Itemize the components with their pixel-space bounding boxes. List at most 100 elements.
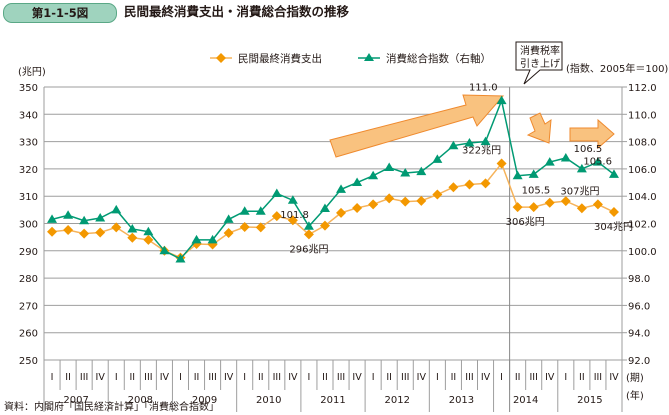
data-label: 307兆円 (560, 185, 599, 197)
year-label: 2014 (513, 395, 538, 406)
index-point (496, 95, 507, 105)
axes: 250 260 270 280 290 300 310 320 330 340 350 92.0 94.… (19, 83, 657, 412)
consumption-point (576, 203, 587, 214)
right-tick-label: 110.0 (628, 110, 657, 121)
left-tick-label: 330 (19, 138, 38, 149)
index-point (528, 169, 539, 178)
consumption-point (63, 225, 74, 236)
year-label: 2009 (192, 395, 217, 406)
consumption-point (239, 222, 250, 233)
index-point (47, 214, 58, 223)
x-year-unit: (年) (626, 389, 644, 402)
left-tick-label: 300 (19, 220, 38, 231)
consumption-point (432, 189, 443, 200)
quarter-label: IV (545, 372, 555, 383)
consumption-point (127, 232, 138, 243)
consumption-point (400, 196, 411, 207)
quarter-label: III (80, 372, 88, 383)
data-label: 306兆円 (506, 216, 545, 228)
legend-item-index: 消費総合指数（右軸） (358, 52, 491, 65)
index-point (464, 137, 475, 147)
quarter-label: III (401, 372, 409, 383)
index-line (51, 98, 615, 260)
quarter-label: III (594, 372, 602, 383)
quarter-label: I (436, 372, 439, 383)
quarter-label: I (243, 372, 246, 383)
consumption-point (608, 207, 619, 218)
index-point (480, 136, 491, 146)
consumption-point (384, 193, 395, 204)
consumption-point (271, 211, 282, 222)
index-point (592, 157, 603, 166)
quarter-label: II (386, 372, 392, 383)
consumption-point (336, 207, 347, 218)
quarter-label: I (372, 372, 375, 383)
right-tick-label: 100.0 (628, 247, 657, 258)
index-point (159, 245, 170, 255)
left-tick-label: 280 (19, 274, 38, 285)
left-tick-label: 320 (19, 165, 38, 176)
left-tick-label: 250 (19, 356, 38, 367)
year-label: 2011 (320, 395, 345, 406)
quarter-label: I (564, 372, 567, 383)
quarter-label: III (465, 372, 473, 383)
quarter-label: II (515, 372, 521, 383)
left-tick-label: 260 (19, 329, 38, 340)
right-tick-label: 104.0 (628, 192, 657, 203)
index-point (63, 210, 74, 219)
consumption-point (143, 234, 154, 245)
index-point (544, 157, 555, 166)
legend-item-consumption: 民間最終消費支出 (210, 52, 322, 65)
data-labels: 296兆円 101.8 322兆円 111.0 105.5 306兆円 106.5105.6… (280, 83, 633, 256)
left-axis-unit: (兆円) (18, 66, 46, 78)
right-tick-label: 102.0 (628, 220, 657, 231)
index-point (207, 234, 218, 244)
consumption-point (416, 195, 427, 206)
index-point (79, 215, 90, 225)
left-tick-label: 340 (19, 110, 38, 121)
quarter-label: IV (609, 372, 619, 383)
index-point (400, 167, 411, 177)
data-label: 105.6 (583, 156, 612, 167)
index-point (271, 188, 282, 197)
right-tick-label: 94.0 (628, 329, 650, 340)
left-tick-label: 350 (19, 83, 38, 94)
index-point (223, 214, 234, 223)
index-point (512, 170, 523, 180)
quarter-label: IV (481, 372, 491, 383)
callout-line1: 消費税率 (520, 44, 560, 57)
quarter-label: II (130, 372, 136, 383)
index-point (384, 162, 395, 172)
right-axis-unit: (指数、2005年＝100) (566, 62, 668, 75)
quarter-label: II (65, 372, 71, 383)
quarter-label: I (308, 372, 311, 383)
consumption-point (79, 228, 90, 239)
quarter-label: I (500, 372, 503, 383)
year-label: 2012 (384, 395, 409, 406)
quarter-label: II (579, 372, 585, 383)
legend-triangle-icon (364, 53, 374, 61)
index-point (319, 203, 330, 212)
index-point (191, 234, 202, 244)
consumption-point (47, 226, 58, 237)
data-label: 296兆円 (289, 243, 328, 255)
index-point (175, 253, 186, 263)
legend-label-consumption: 民間最終消費支出 (238, 52, 322, 65)
consumption-point (512, 202, 523, 213)
right-tick-label: 112.0 (628, 83, 657, 94)
index-point (143, 226, 154, 236)
consumption-point (544, 197, 555, 208)
right-tick-label: 106.0 (628, 165, 657, 176)
data-label: 304兆円 (594, 221, 633, 233)
consumption-point (319, 220, 330, 231)
year-label: 2010 (256, 395, 281, 406)
index-point (576, 163, 587, 173)
consumption-point (303, 229, 314, 240)
quarter-label: IV (417, 372, 427, 383)
quarter-label: III (337, 372, 345, 383)
left-tick-label: 310 (19, 192, 38, 203)
x-period-unit: (期) (626, 372, 644, 384)
index-point (287, 195, 298, 204)
consumption-point (255, 222, 266, 233)
